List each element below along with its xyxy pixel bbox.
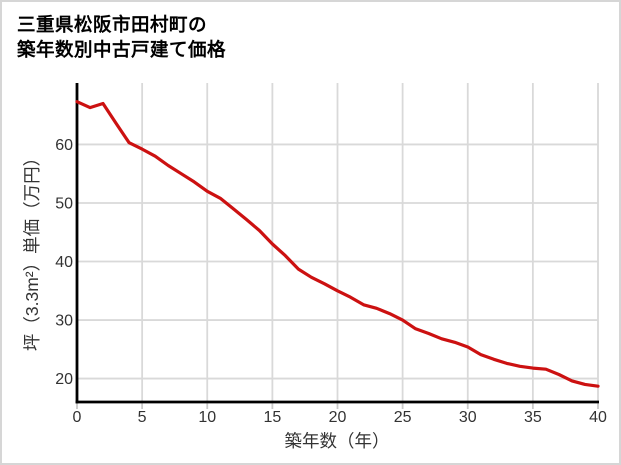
x-tick-label: 15 [263,409,281,426]
y-tick-label: 50 [55,195,73,212]
axes [75,83,599,404]
y-axis-label: 坪（3.3m²）単価（万円） [22,149,42,351]
x-tick-label: 20 [329,409,347,426]
y-tick-label: 40 [55,254,73,271]
x-tick-label: 30 [459,409,477,426]
y-tick-label: 60 [55,137,73,154]
gridlines [77,83,599,402]
axis-ticks [76,403,599,409]
x-axis-label: 築年数（年） [285,431,390,451]
tick-labels: 20 30 40 50 60 0 5 10 15 20 25 30 35 40 [55,137,607,426]
x-tick-label: 35 [524,409,542,426]
x-tick-label: 10 [198,409,216,426]
chart-title-line1: 三重県松阪市田村町の [17,14,208,35]
x-tick-label: 5 [138,409,147,426]
y-tick-label: 30 [55,313,73,330]
chart-title: 三重県松阪市田村町の 築年数別中古戸建て価格 [17,12,226,62]
x-tick-label: 40 [589,409,607,426]
x-tick-label: 0 [73,409,82,426]
price-line-series [75,100,600,388]
price-line [75,100,600,388]
x-tick-label: 25 [394,409,412,426]
chart-title-line2: 築年数別中古戸建て価格 [17,39,227,60]
y-tick-label: 20 [55,371,73,388]
